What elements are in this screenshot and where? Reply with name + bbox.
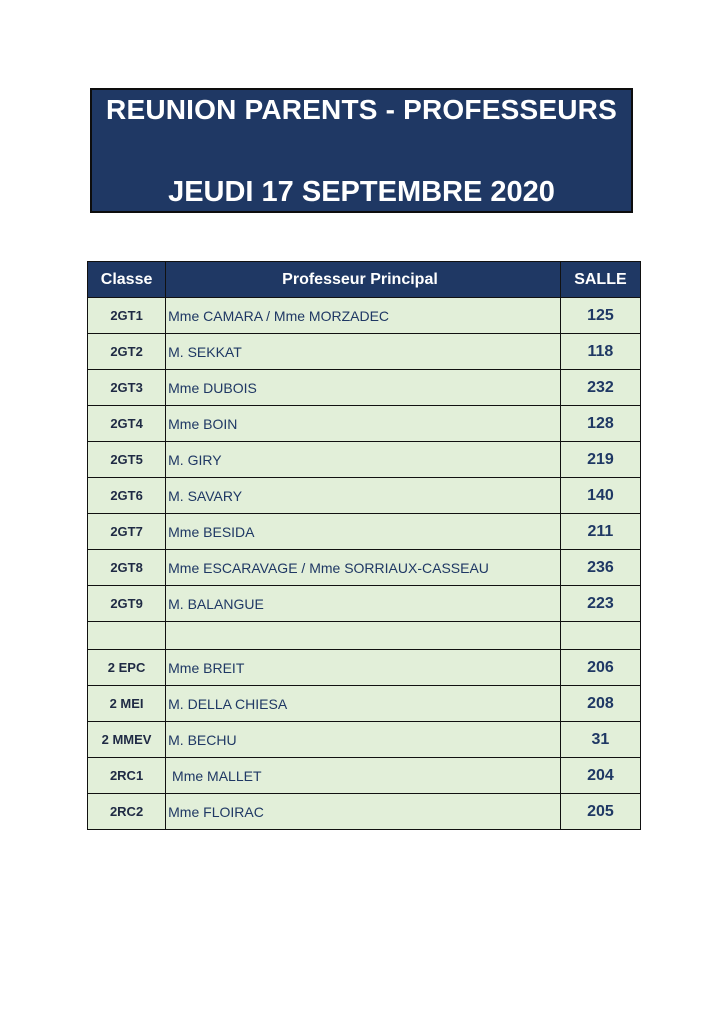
cell-salle xyxy=(559,621,642,650)
cell-classe: 2GT3 xyxy=(86,369,167,406)
title-heading: REUNION PARENTS - PROFESSEURS xyxy=(106,94,617,125)
cell-classe: 2 EPC xyxy=(86,649,167,686)
cell-salle: 211 xyxy=(559,513,642,550)
cell-classe: 2GT7 xyxy=(86,513,167,550)
cell-professeur: M. GIRY xyxy=(165,441,561,478)
cell-professeur: M. SAVARY xyxy=(165,477,561,514)
cell-classe: 2GT6 xyxy=(86,477,167,514)
table-row: 2GT6 M. SAVARY 140 xyxy=(86,477,642,514)
cell-classe: 2GT2 xyxy=(86,333,167,370)
table-row: 2GT2 M. SEKKAT 118 xyxy=(86,333,642,370)
table-row: 2GT9 M. BALANGUE 223 xyxy=(86,585,642,622)
cell-professeur: Mme BOIN xyxy=(165,405,561,442)
cell-salle: 204 xyxy=(559,757,642,794)
title-date: JEUDI 17 SEPTEMBRE 2020 xyxy=(168,176,555,208)
table-row: 2GT4 Mme BOIN 128 xyxy=(86,405,642,442)
title-banner: REUNION PARENTS - PROFESSEURS JEUDI 17 S… xyxy=(90,88,633,213)
column-header-salle: SALLE xyxy=(559,261,642,298)
table-row: 2RC1 Mme MALLET 204 xyxy=(86,757,642,794)
table-row: 2GT3 Mme DUBOIS 232 xyxy=(86,369,642,406)
cell-professeur: Mme FLOIRAC xyxy=(165,793,561,830)
class-room-table: Classe Professeur Principal SALLE 2GT1 M… xyxy=(86,261,642,830)
cell-professeur: M. SEKKAT xyxy=(165,333,561,370)
cell-classe: 2GT9 xyxy=(86,585,167,622)
table-row-empty xyxy=(86,621,642,650)
cell-professeur: Mme ESCARAVAGE / Mme SORRIAUX-CASSEAU xyxy=(165,549,561,586)
table-header-row: Classe Professeur Principal SALLE xyxy=(86,261,642,298)
cell-professeur: M. DELLA CHIESA xyxy=(165,685,561,722)
table-row: 2 MMEV M. BECHU 31 xyxy=(86,721,642,758)
cell-classe: 2GT4 xyxy=(86,405,167,442)
cell-classe: 2RC2 xyxy=(86,793,167,830)
cell-salle: 125 xyxy=(559,297,642,334)
cell-classe: 2GT1 xyxy=(86,297,167,334)
cell-classe xyxy=(86,621,167,650)
cell-salle: 223 xyxy=(559,585,642,622)
cell-professeur: Mme CAMARA / Mme MORZADEC xyxy=(165,297,561,334)
cell-salle: 232 xyxy=(559,369,642,406)
cell-salle: 208 xyxy=(559,685,642,722)
table-row: 2RC2 Mme FLOIRAC 205 xyxy=(86,793,642,830)
cell-classe: 2 MEI xyxy=(86,685,167,722)
column-header-classe: Classe xyxy=(86,261,167,298)
cell-professeur: Mme MALLET xyxy=(165,757,561,794)
cell-professeur xyxy=(165,621,561,650)
table-row: 2GT7 Mme BESIDA 211 xyxy=(86,513,642,550)
cell-salle: 140 xyxy=(559,477,642,514)
table-row: 2GT8 Mme ESCARAVAGE / Mme SORRIAUX-CASSE… xyxy=(86,549,642,586)
column-header-professeur: Professeur Principal xyxy=(165,261,561,298)
cell-salle: 118 xyxy=(559,333,642,370)
table-row: 2GT5 M. GIRY 219 xyxy=(86,441,642,478)
cell-classe: 2 MMEV xyxy=(86,721,167,758)
cell-salle: 205 xyxy=(559,793,642,830)
cell-professeur: Mme BESIDA xyxy=(165,513,561,550)
cell-salle: 219 xyxy=(559,441,642,478)
cell-salle: 31 xyxy=(559,721,642,758)
cell-professeur: Mme DUBOIS xyxy=(165,369,561,406)
table-row: 2 EPC Mme BREIT 206 xyxy=(86,649,642,686)
table-row: 2 MEI M. DELLA CHIESA 208 xyxy=(86,685,642,722)
cell-salle: 206 xyxy=(559,649,642,686)
cell-classe: 2RC1 xyxy=(86,757,167,794)
cell-salle: 128 xyxy=(559,405,642,442)
cell-classe: 2GT8 xyxy=(86,549,167,586)
cell-professeur: M. BECHU xyxy=(165,721,561,758)
cell-salle: 236 xyxy=(559,549,642,586)
cell-classe: 2GT5 xyxy=(86,441,167,478)
table-row: 2GT1 Mme CAMARA / Mme MORZADEC 125 xyxy=(86,297,642,334)
cell-professeur: Mme BREIT xyxy=(165,649,561,686)
cell-professeur: M. BALANGUE xyxy=(165,585,561,622)
